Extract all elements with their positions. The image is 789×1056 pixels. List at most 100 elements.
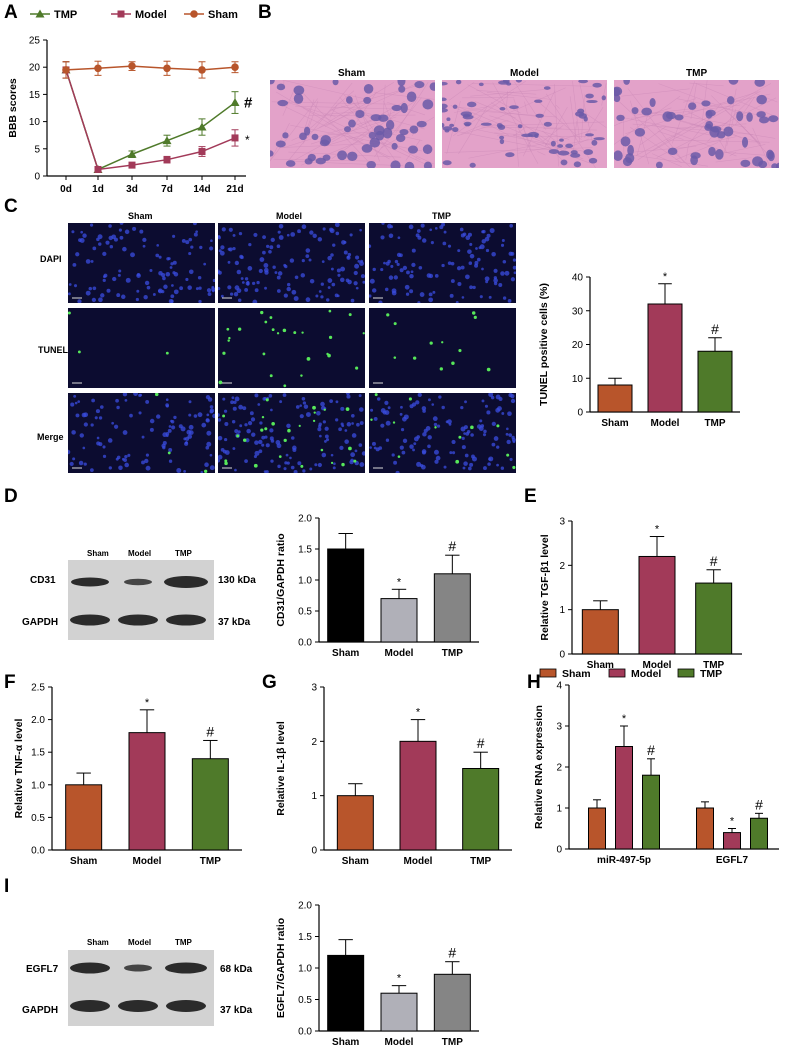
nucleus-dot [268,249,272,254]
y-tick-label: 30 [572,306,584,317]
nucleus-dot [470,433,474,437]
tunel-dot [298,424,301,427]
nucleus-dot [510,398,516,404]
nucleus-dot [358,394,362,398]
y-tick-label: 1 [556,804,562,815]
nucleus-dot [451,439,456,445]
he-fiber [690,84,697,120]
nucleus-dot [165,434,169,438]
he-fiber [448,81,475,101]
he-nucleus [634,127,646,137]
nucleus-dot [252,299,258,303]
he-nucleus [585,133,594,137]
he-nucleus [442,107,448,113]
nucleus-dot [476,424,482,429]
nucleus-dot [237,298,242,302]
he-nucleus [641,107,653,116]
he-nucleus [662,111,673,122]
bar-sham [65,784,103,851]
nucleus-dot [98,297,103,303]
he-nucleus [499,138,505,145]
fluor-background [369,393,516,473]
he-fiber [339,96,363,125]
y-tick-label: 0.0 [298,1027,312,1038]
y-tick-label: 10 [29,117,41,128]
nucleus-dot [493,436,499,441]
he-fiber [555,104,560,109]
tunel-dot [264,320,268,324]
nucleus-dot [245,438,250,443]
nucleus-dot [417,393,422,398]
nucleus-dot [401,450,406,455]
he-nucleus [586,99,598,104]
tunel-dot [269,316,273,319]
tunel-dot [77,350,81,354]
nucleus-dot [463,432,466,435]
nucleus-dot [438,395,442,399]
nucleus-dot [360,259,364,263]
nucleus-dot [439,225,444,230]
nucleus-dot [82,446,86,450]
nucleus-dot [224,422,229,427]
nucleus-dot [483,466,487,471]
nucleus-dot [102,445,106,449]
he-fiber [282,86,296,116]
he-fiber [515,128,519,167]
nucleus-dot [251,432,256,437]
he-fiber [667,139,770,143]
he-fiber [619,116,713,136]
nucleus-dot [286,423,291,429]
nucleus-dot [376,397,381,401]
nucleus-dot [330,453,334,457]
tunel-dot [348,446,352,451]
nucleus-dot [166,257,170,261]
nucleus-dot [136,289,140,293]
nucleus-dot [248,243,252,247]
he-fiber [450,104,509,136]
bar-model [647,303,683,413]
he-fiber [319,82,395,128]
he-fiber [280,99,336,117]
nucleus-dot [71,430,76,435]
tunel-dot [265,398,269,402]
he-fiber [543,125,564,142]
nucleus-dot [218,235,221,240]
nucleus-dot [301,259,305,263]
fluor-merge-tmp [369,393,516,473]
he-nucleus [429,82,435,91]
panel-label-g: G [262,672,277,693]
he-nucleus [467,101,477,108]
nucleus-dot [165,404,169,408]
nucleus-dot [205,445,210,450]
nucleus-dot [72,262,77,267]
nucleus-dot [297,229,301,234]
he-nucleus [452,104,458,109]
nucleus-dot [129,413,133,418]
he-nucleus [496,123,503,128]
nucleus-dot [224,437,228,442]
nucleus-dot [90,468,94,472]
star-mark: * [397,576,402,588]
nucleus-dot [80,230,84,234]
nucleus-dot [119,235,124,240]
nucleus-dot [232,447,236,450]
nucleus-dot [98,242,102,246]
star-mark: * [622,713,627,725]
nucleus-dot [402,416,407,422]
nucleus-dot [409,404,414,409]
he-nucleus [752,156,763,167]
nucleus-dot [156,244,160,247]
he-fiber [685,143,690,161]
he-nucleus [649,98,656,108]
y-tick-label: 4 [556,681,562,692]
y-tick-label: 0.0 [298,638,312,649]
y-tick-label: 1 [559,605,565,616]
nucleus-dot [349,233,353,237]
nucleus-dot [456,266,462,271]
nucleus-dot [234,396,240,402]
y-axis-label: BBB scores [7,78,19,138]
nucleus-dot [370,408,374,412]
nucleus-dot [141,460,145,465]
tunel-dot [470,425,474,430]
he-nucleus [517,124,523,129]
